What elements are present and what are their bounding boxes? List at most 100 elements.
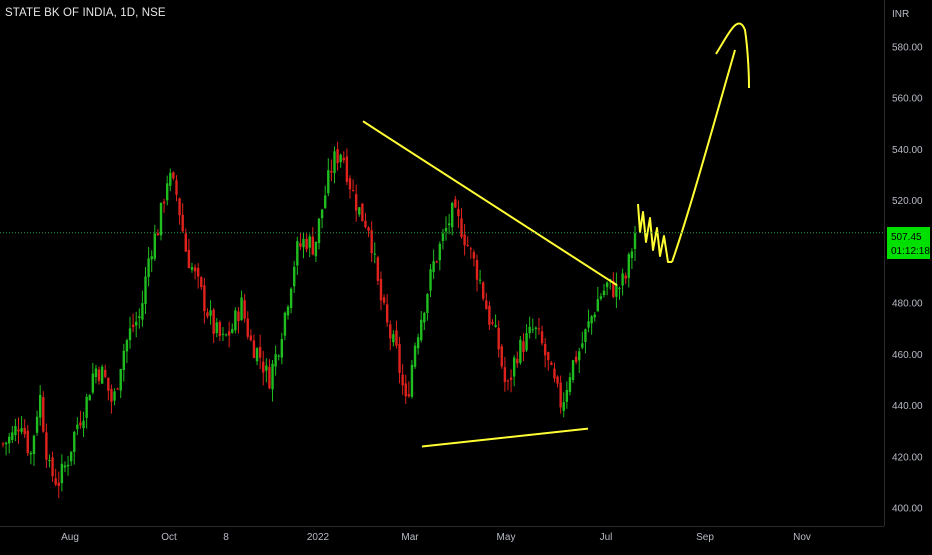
candle-down [491,321,494,324]
candle-down [175,180,178,195]
candle-up [373,253,376,255]
candle-down [543,344,547,356]
time-tick-label: Nov [793,532,811,543]
candle-down [345,156,349,182]
candle-up [277,355,280,357]
time-tick-label: 8 [223,532,229,543]
candle-down [330,171,333,173]
candle-down [485,300,488,310]
candle-down [162,201,166,204]
candle-up [618,287,621,289]
candle-up [255,348,259,362]
candle-down [181,214,184,232]
candle-down [463,234,466,246]
candle-up [293,266,296,287]
candle-down [305,238,308,250]
ascending-trendline[interactable] [421,427,589,448]
price-axis[interactable]: INR 400.00420.00440.00460.00480.00500.00… [892,9,923,515]
candle-down [354,194,358,211]
candle-down [45,432,48,460]
candle-up [138,316,141,319]
time-tick-label: Oct [161,532,177,543]
candle-up [122,350,126,371]
candle-up [234,310,237,331]
candle-down [26,430,29,454]
candle-down [42,397,45,432]
candle-down [17,429,20,432]
candle-down [97,369,101,381]
candle-down [454,199,457,208]
candle-up [565,390,569,402]
candle-up [76,424,79,430]
candle-up [444,227,448,232]
candle-up [333,151,336,174]
candle-down [206,312,209,317]
candle-up [100,366,104,384]
candle-up [615,284,618,297]
candle-up [265,365,268,371]
candle-up [113,391,116,401]
candle-down [472,252,476,259]
candle-down [553,368,556,379]
candle-up [29,452,33,455]
candle-down [212,309,215,334]
descending-trendline[interactable] [362,120,618,287]
candle-up [587,321,590,328]
candle-down [550,362,553,365]
price-tick-label: 520.00 [892,196,923,207]
candle-down [258,346,262,358]
last-price-tag-bg [887,227,930,259]
time-tick-label: May [497,532,516,543]
drawings-layer[interactable] [362,22,750,448]
price-tick-label: 400.00 [892,504,923,515]
candle-down [311,236,315,255]
projection-hook[interactable] [715,22,750,89]
projection-up-path[interactable] [671,49,736,263]
candle-up [410,364,414,397]
candle-down [367,227,370,231]
candle-up [48,460,51,462]
candle-up [286,306,290,316]
candle-up [584,329,587,342]
candle-up [630,251,634,258]
candle-up [82,420,85,429]
candle-up [478,279,482,281]
candle-down [389,324,392,339]
candle-up [60,463,64,484]
projection-squiggle[interactable] [637,203,672,263]
candle-up [323,195,327,208]
candle-up [20,428,23,432]
candle-down [395,330,398,346]
candle-up [562,402,565,411]
candle-up [144,276,147,305]
candle-up [125,340,129,352]
price-tick-label: 580.00 [892,43,923,54]
candle-up [85,396,88,418]
candle-up [392,334,395,343]
candle-down [509,377,513,380]
candle-up [209,310,212,316]
candle-up [420,319,423,341]
candle-down [460,218,463,238]
candle-down [475,259,479,280]
candle-up [302,238,305,248]
candle-down [376,257,380,281]
candle-up [358,207,361,215]
time-tick-label: Aug [61,532,79,543]
candle-up [621,273,624,286]
candle-down [131,324,135,328]
candle-down [537,328,541,330]
candle-up [627,254,631,278]
candle-down [342,157,345,161]
candle-up [141,303,144,320]
candle-down [379,278,383,301]
candle-down [500,346,503,367]
candle-up [147,258,150,278]
candle-down [556,376,559,384]
candle-up [73,431,76,452]
time-axis[interactable]: Aug Oct 8 2022 Mar May Jul Sep Nov [61,532,811,543]
candle-down [401,374,404,386]
candle-up [494,324,497,327]
